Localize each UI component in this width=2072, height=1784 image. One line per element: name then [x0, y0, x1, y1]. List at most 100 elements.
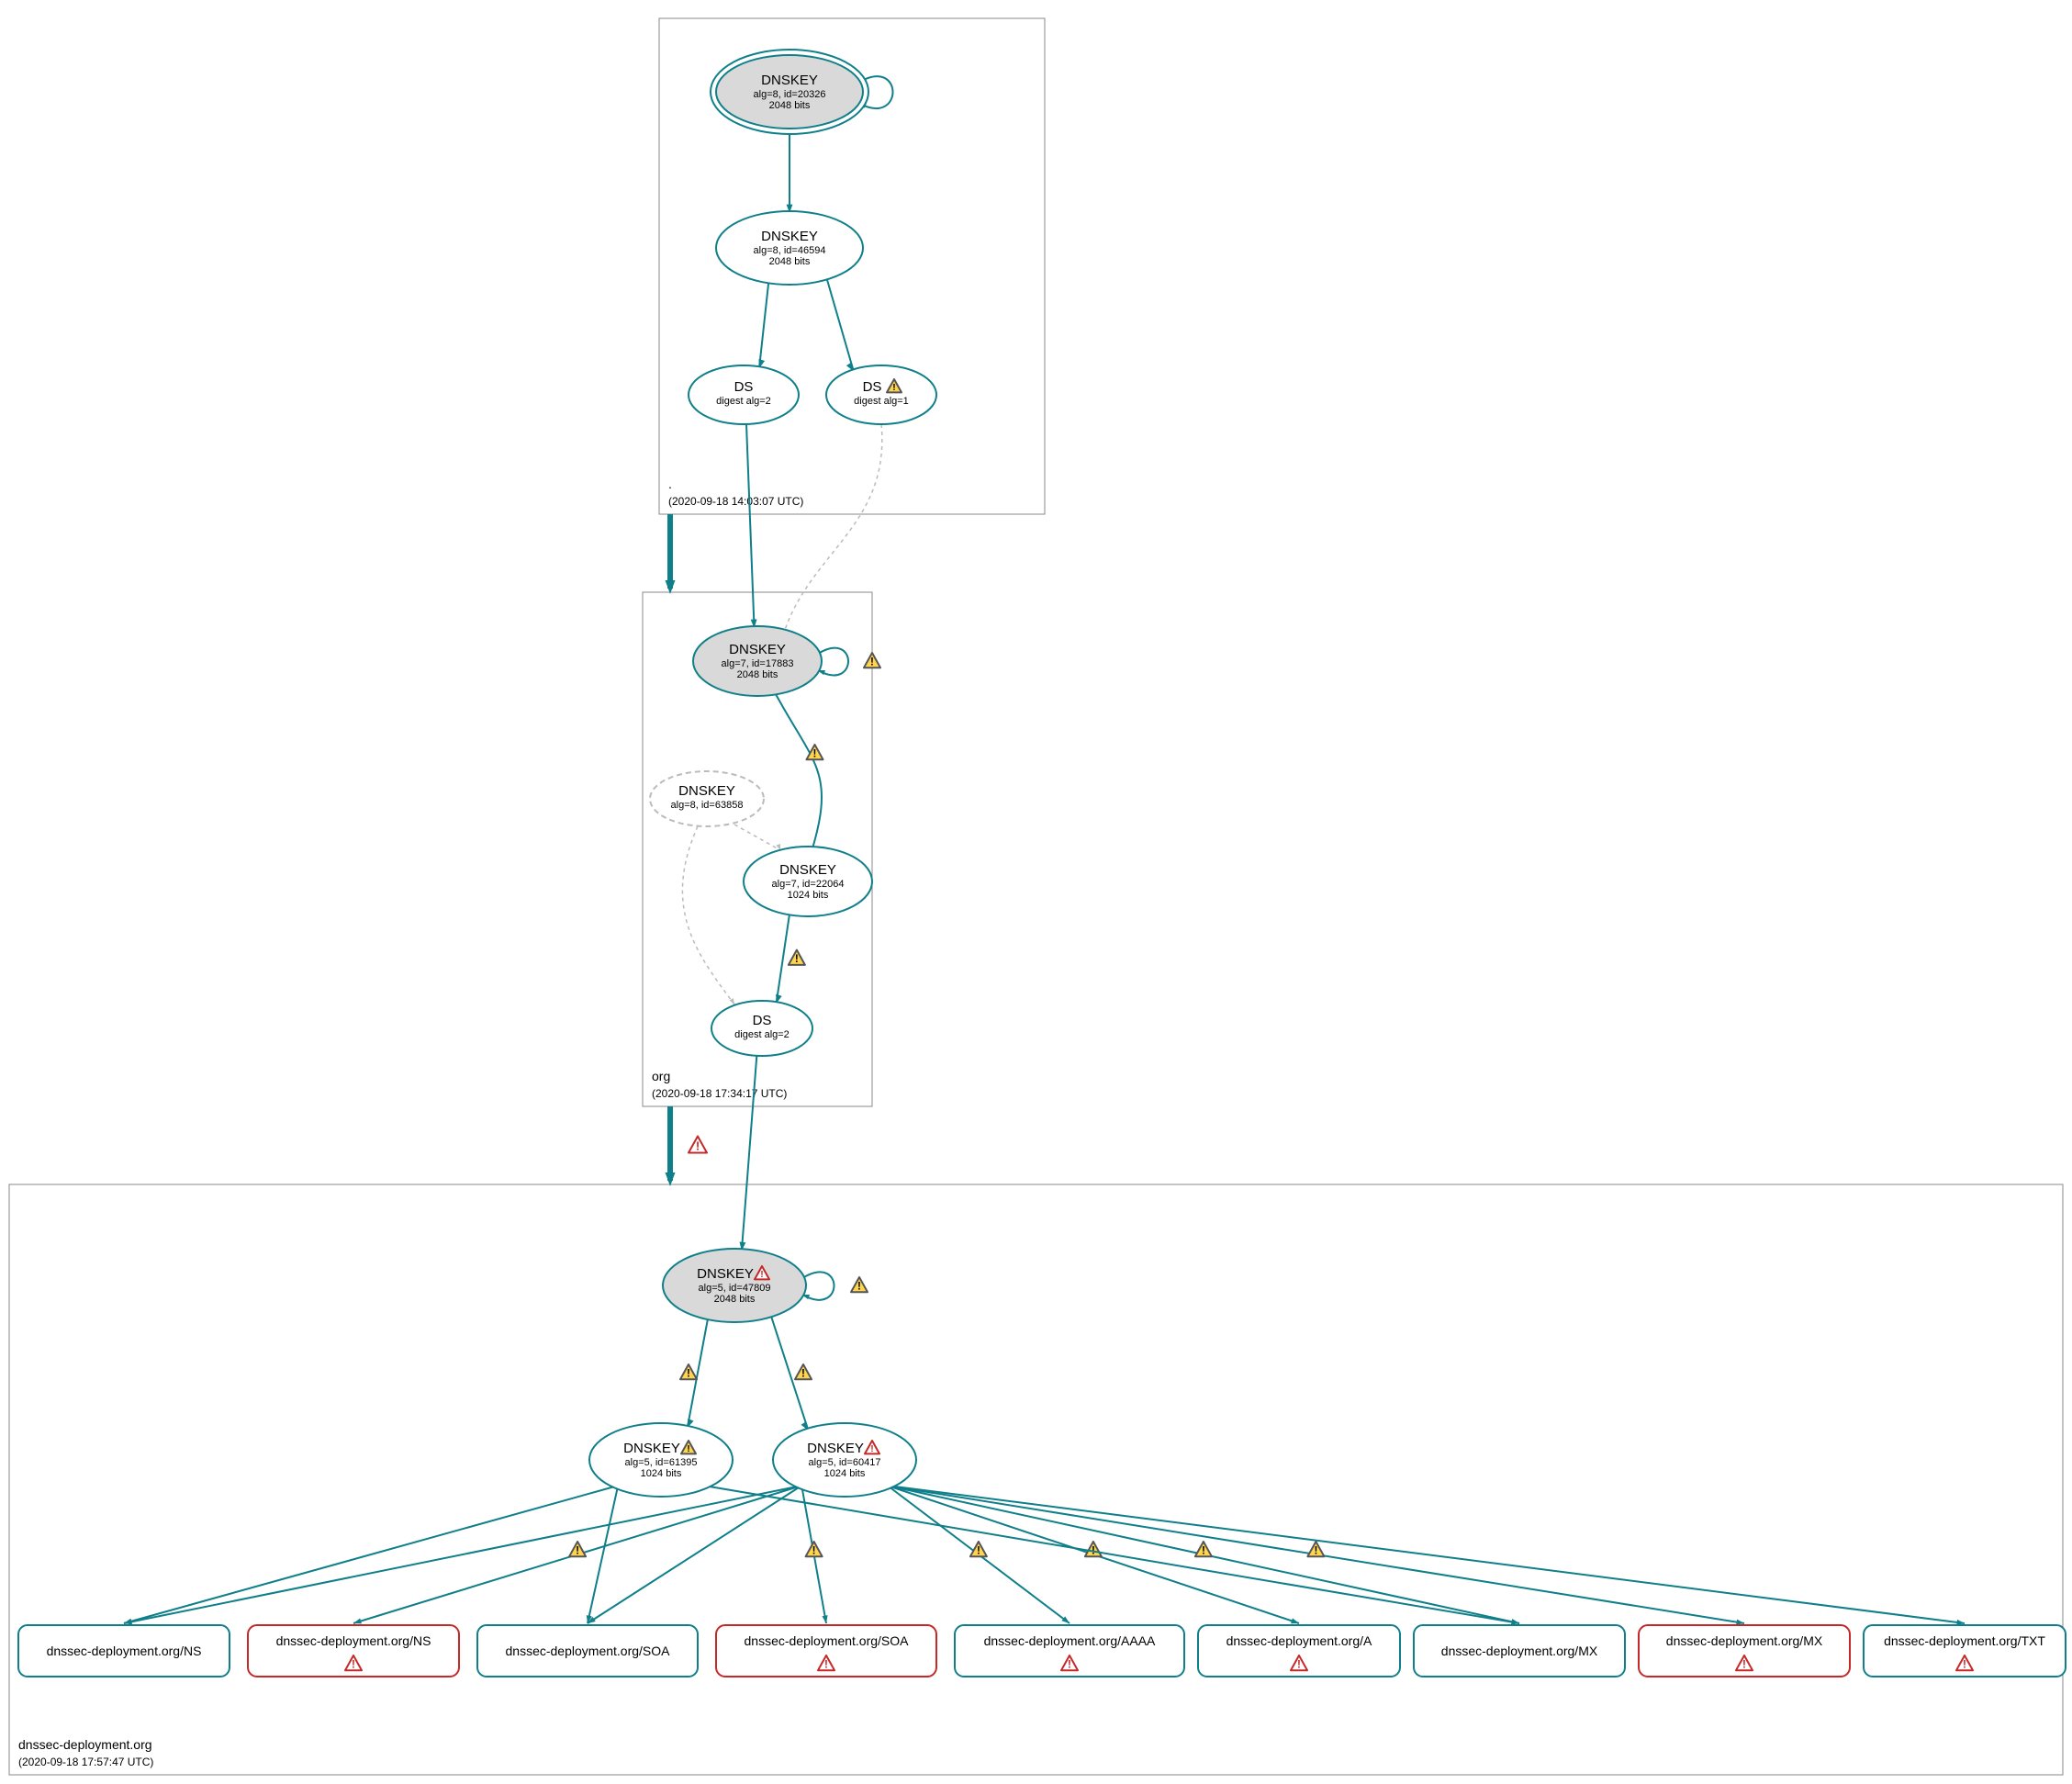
node-title: DNSKEY — [729, 642, 786, 657]
node-sub1: alg=5, id=47809 — [699, 1283, 771, 1294]
svg-text:!: ! — [576, 1545, 579, 1557]
svg-text:!: ! — [795, 953, 799, 965]
node-sub2: 1024 bits — [788, 890, 829, 901]
warn-icon: ! — [795, 1364, 812, 1380]
rr-label: dnssec-deployment.org/MX — [1666, 1633, 1823, 1648]
node-sub1: alg=5, id=60417 — [809, 1457, 881, 1468]
node-sub1: alg=8, id=46594 — [754, 245, 826, 256]
svg-text:!: ! — [1068, 1659, 1071, 1671]
node-sub2: 2048 bits — [769, 100, 811, 111]
svg-text:!: ! — [801, 1368, 805, 1380]
rr-aaaa: dnssec-deployment.org/AAAA! — [955, 1625, 1184, 1677]
node-root_zsk: DNSKEYalg=8, id=465942048 bits — [716, 211, 863, 285]
warn-icon: ! — [569, 1542, 586, 1557]
rr-a: dnssec-deployment.org/A! — [1198, 1625, 1400, 1677]
node-title: DNSKEY — [779, 862, 836, 878]
warn-icon: ! — [1085, 1542, 1102, 1557]
node-sub1: digest alg=2 — [716, 396, 771, 407]
zone-leaf: dnssec-deployment.org (2020-09-18 17:57:4… — [9, 1184, 2063, 1775]
node-sub1: alg=5, id=61395 — [625, 1457, 698, 1468]
rr-label: dnssec-deployment.org/SOA — [506, 1644, 671, 1658]
node-title: DNSKEY — [761, 229, 818, 244]
rrsets: dnssec-deployment.org/NSdnssec-deploymen… — [18, 1625, 2066, 1677]
svg-text:!: ! — [687, 1368, 690, 1380]
warn-icon: ! — [1307, 1542, 1324, 1557]
svg-text:!: ! — [892, 383, 895, 393]
rr-label: dnssec-deployment.org/NS — [47, 1644, 202, 1658]
node-sub1: alg=8, id=63858 — [671, 800, 744, 811]
diagram-root: . (2020-09-18 14:03:07 UTC) org (2020-09-18… — [0, 0, 2072, 1784]
svg-text:!: ! — [1742, 1659, 1746, 1671]
rr-ns1: dnssec-deployment.org/NS — [18, 1625, 230, 1677]
node-sub1: digest alg=2 — [734, 1029, 790, 1040]
rr-ns2: dnssec-deployment.org/NS! — [248, 1625, 459, 1677]
node-leaf_zsk2: DNSKEY! alg=5, id=604171024 bits — [773, 1423, 916, 1497]
zone-label: org — [652, 1069, 670, 1083]
node-org_dashed: DNSKEYalg=8, id=63858 — [650, 771, 764, 826]
svg-text:!: ! — [824, 1659, 828, 1671]
node-sub2: 1024 bits — [824, 1468, 866, 1479]
node-sub2: 1024 bits — [641, 1468, 682, 1479]
node-sub1: alg=7, id=17883 — [722, 658, 794, 669]
warn-icon: ! — [806, 1542, 823, 1557]
rr-soa2: dnssec-deployment.org/SOA! — [716, 1625, 936, 1677]
svg-text:!: ! — [1297, 1659, 1301, 1671]
node-org_ds: DSdigest alg=2 — [711, 1001, 812, 1056]
warn-icon: ! — [864, 653, 880, 668]
warn-icon: ! — [851, 1277, 868, 1293]
node-title: DNSKEY — [678, 783, 735, 799]
rr-label: dnssec-deployment.org/A — [1226, 1633, 1372, 1648]
node-leaf_ksk: DNSKEY! alg=5, id=478092048 bits — [663, 1249, 806, 1322]
svg-text:!: ! — [870, 656, 874, 668]
svg-text:!: ! — [1314, 1545, 1317, 1557]
warn-icon: ! — [789, 950, 805, 966]
node-title: DS — [753, 1013, 772, 1028]
zone-timestamp: (2020-09-18 17:34:17 UTC) — [652, 1087, 787, 1100]
rr-txt: dnssec-deployment.org/TXT! — [1864, 1625, 2066, 1677]
warn-icon: ! — [680, 1364, 697, 1380]
node-sub1: alg=8, id=20326 — [754, 89, 826, 100]
svg-text:!: ! — [812, 1545, 816, 1557]
nodes: DNSKEYalg=8, id=203262048 bitsDNSKEYalg=… — [589, 50, 936, 1497]
node-root_ds2: DSdigest alg=2 — [689, 365, 799, 424]
rr-mx2: dnssec-deployment.org/MX! — [1639, 1625, 1850, 1677]
rr-label: dnssec-deployment.org/MX — [1441, 1644, 1598, 1658]
zone-timestamp: (2020-09-18 14:03:07 UTC) — [668, 495, 803, 508]
svg-text:!: ! — [1202, 1545, 1205, 1557]
node-title: DNSKEY — [807, 1441, 864, 1456]
svg-text:!: ! — [760, 1270, 763, 1280]
rr-label: dnssec-deployment.org/AAAA — [984, 1633, 1156, 1648]
zone-timestamp: (2020-09-18 17:57:47 UTC) — [18, 1756, 153, 1768]
svg-text:!: ! — [857, 1281, 861, 1293]
error-icon: ! — [689, 1137, 707, 1153]
zone-label: dnssec-deployment.org — [18, 1737, 152, 1752]
svg-text:!: ! — [696, 1139, 700, 1153]
node-title: DS — [734, 379, 754, 395]
rr-label: dnssec-deployment.org/SOA — [745, 1633, 910, 1648]
rr-label: dnssec-deployment.org/NS — [276, 1633, 431, 1648]
svg-text:!: ! — [352, 1659, 355, 1671]
node-title: DS — [863, 379, 882, 395]
svg-text:!: ! — [1963, 1659, 1966, 1671]
zone-label: . — [668, 477, 672, 491]
node-sub2: 2048 bits — [714, 1294, 756, 1305]
svg-text:!: ! — [977, 1545, 980, 1557]
node-title: DNSKEY — [623, 1441, 680, 1456]
svg-text:!: ! — [870, 1444, 873, 1454]
node-leaf_zsk1: DNSKEY! alg=5, id=613951024 bits — [589, 1423, 733, 1497]
warn-icon: ! — [1195, 1542, 1212, 1557]
node-org_ksk: DNSKEYalg=7, id=178832048 bits — [693, 626, 822, 696]
svg-text:!: ! — [687, 1444, 689, 1454]
node-org_zsk: DNSKEYalg=7, id=220641024 bits — [744, 847, 872, 916]
node-sub1: digest alg=1 — [854, 396, 909, 407]
rr-soa1: dnssec-deployment.org/SOA — [477, 1625, 698, 1677]
node-sub2: 2048 bits — [769, 256, 811, 267]
node-sub1: alg=7, id=22064 — [772, 879, 845, 890]
node-title: DNSKEY — [697, 1266, 754, 1282]
rr-label: dnssec-deployment.org/TXT — [1884, 1633, 2045, 1648]
node-root_ksk: DNSKEYalg=8, id=203262048 bits — [711, 50, 868, 134]
node-title: DNSKEY — [761, 73, 818, 88]
svg-text:!: ! — [813, 748, 817, 760]
rr-mx1: dnssec-deployment.org/MX — [1414, 1625, 1625, 1677]
node-sub2: 2048 bits — [737, 669, 778, 680]
